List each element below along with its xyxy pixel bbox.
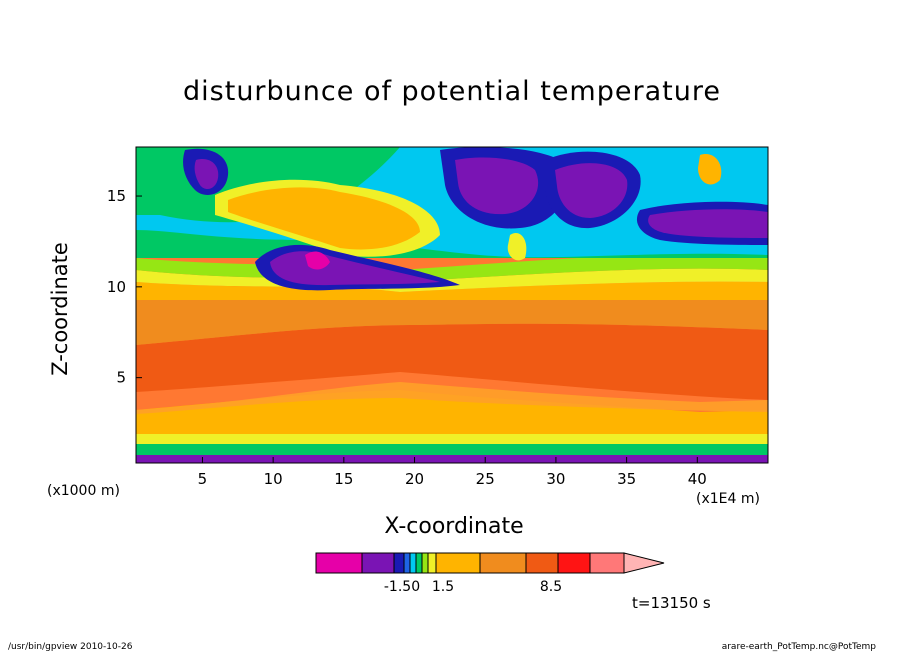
colorbar-extension-arrow	[623, 552, 665, 574]
colorbar-segment	[361, 552, 395, 574]
x-tick-label: 5	[198, 470, 208, 488]
colorbar-tick-label: -1.50	[384, 579, 420, 595]
y-tick-label: 5	[116, 369, 126, 387]
x-tick-label: 15	[334, 470, 353, 488]
y-axis: 5 10 15	[107, 187, 142, 387]
x-tick-label: 40	[688, 470, 707, 488]
plot-area	[136, 147, 768, 463]
y-tick-label: 10	[107, 278, 126, 296]
colorbar-segment	[479, 552, 527, 574]
chart-title: disturbunce of potential temperature	[183, 76, 721, 107]
x-axis-multiplier: (x1E4 m)	[696, 491, 760, 507]
y-axis-label: Z-coordinate	[48, 242, 72, 376]
footer-right: arare-earth_PotTemp.nc@PotTemp	[721, 642, 876, 652]
x-tick-label: 30	[546, 470, 565, 488]
colorbar-segment	[421, 552, 429, 574]
x-axis: 5 10 15 20 25 30 35 40	[198, 457, 707, 488]
x-axis-label: X-coordinate	[384, 514, 524, 539]
colorbar-tick-label: 1.5	[432, 579, 454, 595]
colorbar-tick-label: 8.5	[540, 579, 562, 595]
y-tick-label: 15	[107, 187, 126, 205]
colorbar-segment	[415, 552, 423, 574]
colorbar-segment	[525, 552, 559, 574]
x-tick-label: 35	[617, 470, 636, 488]
colorbar-segment	[403, 552, 411, 574]
colorbar-segment	[315, 552, 363, 574]
colorbar-segment	[393, 552, 405, 574]
x-tick-label: 20	[405, 470, 424, 488]
colorbar-segment	[427, 552, 437, 574]
time-annotation: t=13150 s	[632, 594, 711, 612]
colorbar-segment	[557, 552, 591, 574]
colorbar-segment	[409, 552, 417, 574]
x-tick-label: 25	[476, 470, 495, 488]
x-tick-label: 10	[264, 470, 283, 488]
y-axis-multiplier: (x1000 m)	[47, 483, 120, 499]
colorbar-segment	[435, 552, 481, 574]
colorbar-segment	[589, 552, 625, 574]
colorbar: -1.50 1.5 8.5	[315, 552, 665, 595]
footer-left: /usr/bin/gpview 2010-10-26	[8, 642, 133, 652]
